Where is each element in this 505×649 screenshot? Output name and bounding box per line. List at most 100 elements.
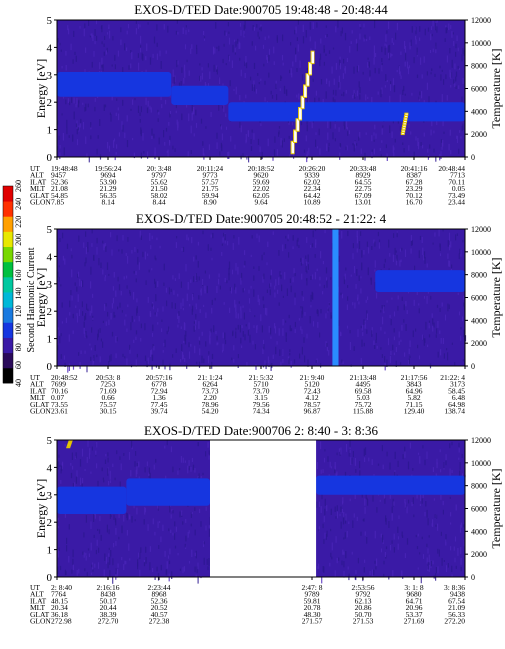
texture-stroke <box>423 132 425 137</box>
texture-stroke <box>445 74 447 80</box>
texture-stroke <box>402 142 404 145</box>
texture-stroke <box>174 533 176 540</box>
texture-stroke <box>151 134 153 140</box>
texture-stroke <box>369 70 371 77</box>
texture-stroke <box>443 131 445 134</box>
texture-stroke <box>130 108 132 111</box>
texture-stroke <box>237 354 239 359</box>
orbit-table: UTALTILATMLTGLATGLON20:48:52769970.160.0… <box>30 366 466 416</box>
texture-stroke <box>146 107 149 114</box>
texture-stroke <box>82 478 84 484</box>
texture-stroke <box>407 461 410 470</box>
texture-stroke <box>342 73 344 79</box>
texture-stroke <box>182 457 184 463</box>
texture-stroke <box>448 304 450 309</box>
texture-stroke <box>151 268 153 271</box>
texture-stroke <box>450 72 453 78</box>
texture-stroke <box>318 563 320 569</box>
texture-stroke <box>455 51 457 57</box>
texture-stroke <box>239 23 242 27</box>
texture-stroke <box>376 345 378 349</box>
texture-stroke <box>157 308 159 312</box>
texture-stroke <box>291 73 293 78</box>
texture-stroke <box>135 21 137 24</box>
texture-stroke <box>371 97 373 104</box>
texture-stroke <box>60 354 62 359</box>
texture-stroke <box>101 41 103 45</box>
hot-mark <box>402 130 405 132</box>
texture-stroke <box>256 233 258 239</box>
texture-stroke <box>237 313 239 319</box>
texture-stroke <box>145 546 147 553</box>
texture-stroke <box>153 464 155 470</box>
texture-stroke <box>104 104 107 108</box>
texture-stroke <box>453 41 455 47</box>
texture-stroke <box>294 329 296 334</box>
texture-stroke <box>122 235 124 241</box>
texture-stroke <box>329 461 331 468</box>
texture-stroke <box>107 468 109 476</box>
texture-stroke <box>200 521 202 527</box>
texture-stroke <box>458 85 460 89</box>
texture-stroke <box>393 352 395 356</box>
texture-stroke <box>340 521 342 529</box>
texture-stroke <box>222 83 224 86</box>
texture-stroke <box>113 311 115 318</box>
texture-stroke <box>373 239 375 244</box>
table-cell: 10.89 <box>304 198 321 207</box>
y2-tick-label: 2000 <box>471 550 487 559</box>
texture-stroke <box>415 39 417 45</box>
texture-stroke <box>324 35 327 38</box>
hot-mark <box>306 74 310 86</box>
texture-stroke <box>68 28 70 35</box>
texture-stroke <box>112 286 114 291</box>
texture-stroke <box>306 119 308 125</box>
texture-stroke <box>173 76 175 84</box>
texture-stroke <box>300 326 302 331</box>
texture-stroke <box>428 96 430 104</box>
texture-stroke <box>461 453 463 458</box>
texture-stroke <box>94 41 96 45</box>
texture-stroke <box>245 56 247 63</box>
texture-stroke <box>60 480 62 484</box>
texture-stroke <box>351 30 353 34</box>
texture-stroke <box>164 339 166 348</box>
table-cell: 62.13 <box>355 596 372 605</box>
texture-stroke <box>95 549 97 555</box>
texture-stroke <box>154 278 156 285</box>
texture-stroke <box>460 522 462 528</box>
texture-stroke <box>198 321 200 329</box>
texture-stroke <box>185 30 187 35</box>
texture-stroke <box>123 564 125 571</box>
texture-stroke <box>171 302 173 309</box>
table-cell: 4.12 <box>305 393 318 402</box>
texture-stroke <box>270 336 272 339</box>
texture-stroke <box>435 46 437 54</box>
texture-stroke <box>233 235 235 239</box>
table-cell: 71.69 <box>100 386 117 395</box>
texture-stroke <box>61 463 63 470</box>
y-tick-label: 1 <box>47 334 53 346</box>
hot-mark <box>311 51 315 64</box>
texture-stroke <box>135 28 137 35</box>
texture-stroke <box>159 520 161 523</box>
texture-stroke <box>306 270 308 274</box>
texture-stroke <box>312 230 314 238</box>
y-axis-label: Energy [eV] <box>34 479 48 538</box>
texture-stroke <box>279 349 281 356</box>
texture-stroke <box>224 339 227 345</box>
texture-stroke <box>239 42 241 49</box>
y2-tick-label: 8000 <box>471 62 487 71</box>
table-cell: 9457 <box>51 171 66 180</box>
texture-stroke <box>112 36 114 41</box>
texture-stroke <box>157 118 159 122</box>
table-row-label: UT <box>30 164 40 173</box>
texture-stroke <box>143 561 146 567</box>
texture-stroke <box>172 69 174 77</box>
table-cell: 73.55 <box>51 400 68 409</box>
texture-stroke <box>86 365 88 373</box>
texture-stroke <box>87 548 90 551</box>
texture-stroke <box>67 25 69 31</box>
texture-stroke <box>205 506 207 511</box>
table-cell: 20:48:44 <box>438 164 465 173</box>
